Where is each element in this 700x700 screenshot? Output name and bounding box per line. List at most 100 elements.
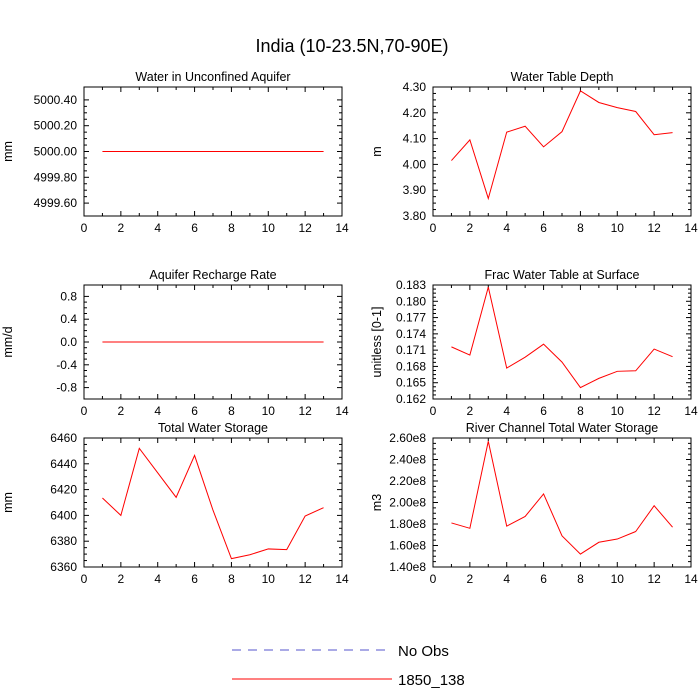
y-tick-label: 0.174 [396,327,426,341]
y-axis-label: m3 [370,494,384,511]
y-tick-label: 2.60e8 [389,431,426,445]
y-tick-label: 6440 [50,457,77,471]
plot-frame [432,437,692,568]
x-tick-label: 14 [684,572,698,586]
panel-title: River Channel Total Water Storage [466,421,659,435]
panels: Water in Unconfined Aquifer 0 2 4 6 8 10 12 14 49… [1,70,698,586]
x-tick-label: 12 [647,221,661,235]
x-tick-label: 2 [118,572,125,586]
y-tick-label: 0.4 [60,312,77,326]
x-tick-label: 0 [430,404,437,418]
x-tick-label: 0 [430,221,437,235]
x-tick-label: 8 [228,572,235,586]
panel-title: Water Table Depth [511,70,614,84]
x-tick-label: 0 [81,404,88,418]
series-line [451,90,673,201]
x-tick-label: 8 [577,404,584,418]
x-tick-label: 4 [503,572,510,586]
legend-label-1850-138: 1850_138 [398,672,465,689]
x-tick-label: 2 [118,404,125,418]
y-axis-label: unitless [0-1] [370,307,384,378]
x-tick-label: 14 [684,404,698,418]
panel-title: Total Water Storage [158,421,268,435]
x-tick-label: 2 [118,221,125,235]
panel-title: Frac Water Table at Surface [485,268,640,282]
legend-label-no-obs: No Obs [398,643,449,660]
y-tick-label: 0.0 [60,335,77,349]
x-tick-label: 6 [191,572,198,586]
x-tick-label: 12 [298,404,312,418]
y-tick-label: 0.162 [396,392,426,406]
series-line [451,441,673,555]
y-tick-label: 6360 [50,560,77,574]
x-tick-label: 2 [467,404,474,418]
x-tick-label: 12 [298,221,312,235]
figure-title: India (10-23.5N,70-90E) [255,36,448,56]
y-tick-label: 4999.80 [34,170,78,184]
y-tick-label: 5000.40 [34,93,78,107]
x-tick-label: 12 [647,572,661,586]
y-tick-label: -0.4 [56,358,77,372]
y-axis-label: m [370,146,384,156]
y-tick-label: 5000.00 [34,145,78,159]
x-tick-label: 10 [262,572,276,586]
y-tick-label: 5000.20 [34,119,78,133]
y-tick-label: -0.8 [56,381,77,395]
x-tick-label: 6 [540,404,547,418]
panel-6: River Channel Total Water Storage 0 2 4 6 8 10… [370,421,698,586]
y-tick-label: 0.180 [396,294,426,308]
x-tick-label: 10 [611,572,625,586]
y-axis-label: mm [1,141,15,162]
x-tick-label: 2 [467,221,474,235]
y-tick-label: 3.80 [403,209,427,223]
x-tick-label: 0 [81,572,88,586]
x-tick-label: 14 [335,404,349,418]
y-tick-label: 1.80e8 [389,517,426,531]
panel-4: Frac Water Table at Surface 0 2 4 6 8 10 12 14 0.… [370,268,698,418]
y-axis-label: mm [1,492,15,513]
panel-2: Water Table Depth 0 2 4 6 8 10 12 14 3.80 3.90 4.00… [370,70,698,235]
x-tick-label: 10 [262,221,276,235]
y-tick-label: 4.20 [403,106,427,120]
panel-title: Aquifer Recharge Rate [149,268,276,282]
x-tick-label: 6 [191,404,198,418]
x-tick-label: 14 [335,572,349,586]
y-tick-label: 4.00 [403,157,427,171]
y-tick-label: 6460 [50,431,77,445]
x-tick-label: 6 [540,572,547,586]
x-tick-label: 4 [154,572,161,586]
x-tick-label: 4 [503,221,510,235]
series-line [102,447,324,560]
x-tick-label: 4 [154,404,161,418]
y-tick-label: 0.8 [60,289,77,303]
x-tick-label: 8 [577,221,584,235]
x-tick-label: 8 [228,404,235,418]
x-tick-label: 6 [191,221,198,235]
y-tick-label: 1.60e8 [389,539,426,553]
plot-frame [432,284,692,400]
y-tick-label: 3.90 [403,183,427,197]
y-tick-label: 6380 [50,534,77,548]
x-tick-label: 8 [228,221,235,235]
y-tick-label: 0.183 [396,278,426,292]
x-tick-label: 8 [577,572,584,586]
panel-1: Water in Unconfined Aquifer 0 2 4 6 8 10 12 14 49… [1,70,349,235]
y-tick-label: 6400 [50,508,77,522]
y-axis-label: mm/d [1,326,15,357]
y-tick-label: 2.00e8 [389,496,426,510]
y-tick-label: 2.20e8 [389,474,426,488]
y-tick-label: 1.40e8 [389,560,426,574]
x-tick-label: 12 [647,404,661,418]
x-tick-label: 10 [611,221,625,235]
plot-frame [83,437,343,568]
series-line [451,287,673,389]
y-tick-label: 4.30 [403,80,427,94]
panel-3: Aquifer Recharge Rate 0 2 4 6 8 10 12 14 -0.8 -0.4… [1,268,349,418]
x-tick-label: 12 [298,572,312,586]
y-tick-label: 4999.60 [34,196,78,210]
x-tick-label: 0 [81,221,88,235]
x-tick-label: 4 [503,404,510,418]
x-tick-label: 2 [467,572,474,586]
plot-frame [432,86,692,217]
